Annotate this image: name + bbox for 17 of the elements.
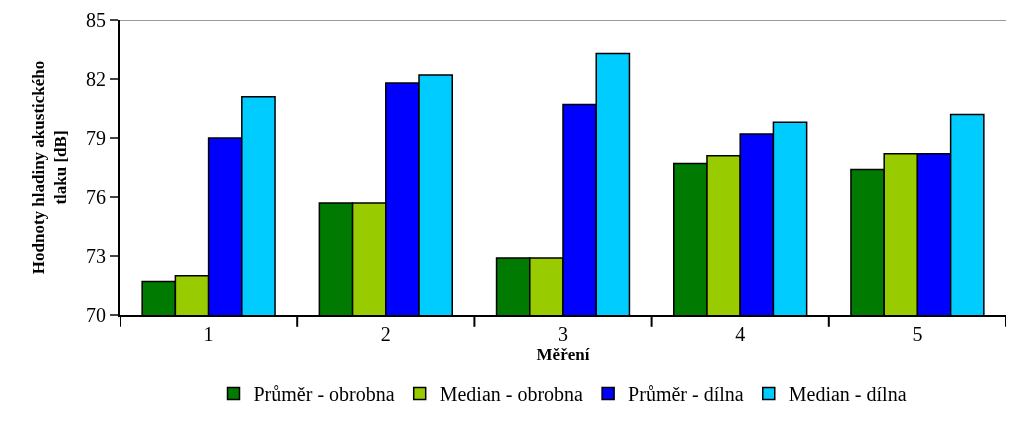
y-axis-title: Hodnoty hladiny akustického tlaku [dB] bbox=[28, 60, 71, 275]
x-tick-label: 4 bbox=[735, 323, 746, 345]
y-tick-label: 73 bbox=[86, 245, 106, 267]
legend-label: Průměr - obrobna bbox=[253, 383, 395, 406]
y-tick-label: 85 bbox=[86, 9, 106, 31]
x-tick-label: 5 bbox=[912, 323, 923, 345]
y-tick-label: 82 bbox=[86, 68, 106, 90]
x-axis-title: Měření bbox=[536, 345, 590, 364]
legend-label: Median - obrobna bbox=[439, 383, 584, 406]
legend-label: Median - dílna bbox=[788, 383, 907, 406]
x-tick-label: 1 bbox=[203, 323, 214, 345]
legend-label: Průměr - dílna bbox=[628, 383, 744, 406]
y-tick-label: 76 bbox=[86, 186, 106, 208]
y-tick-label: 79 bbox=[86, 127, 106, 149]
x-tick-label: 3 bbox=[558, 323, 568, 345]
x-tick-label: 2 bbox=[380, 323, 391, 345]
y-tick-label: 70 bbox=[86, 304, 106, 326]
